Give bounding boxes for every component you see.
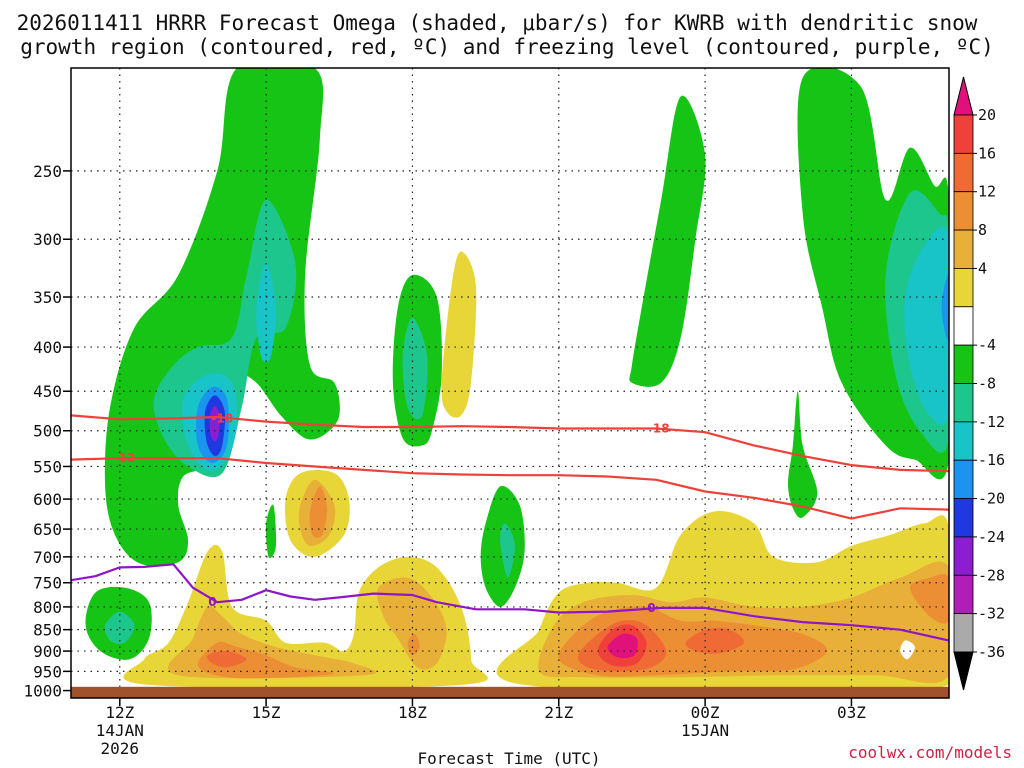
omega-shading — [85, 68, 949, 698]
y-tick-label-950: 950 — [33, 662, 62, 681]
y-tick-label-400: 400 — [33, 338, 62, 357]
colorbar-bin-9 — [953, 421, 974, 461]
chart-title-line-1: 2026011411 HRRR Forecast Omega (shaded, … — [17, 11, 978, 35]
x-tick-label-18: 18Z — [398, 703, 427, 722]
x-axis-label: Forecast Time (UTC) — [417, 749, 600, 768]
contour-line-0 — [71, 414, 949, 473]
omega-region-37 — [910, 574, 949, 624]
colorbar-label-2: 12 — [978, 183, 996, 201]
contour-label-3: 0 — [208, 595, 216, 609]
contour-label-2: -12 — [114, 451, 136, 465]
colorbar-bin-8 — [953, 383, 974, 423]
chart-title-line-2: growth region (contoured, red, ºC) and f… — [20, 35, 994, 59]
y-tick-label-450: 450 — [33, 382, 62, 401]
omega-region-11 — [265, 504, 277, 559]
y-tick-label-250: 250 — [33, 162, 62, 181]
omega-region-36 — [685, 628, 745, 654]
y-tick-label-300: 300 — [33, 230, 62, 249]
colorbar-label-1: 16 — [978, 144, 996, 162]
y-tick-label-600: 600 — [33, 490, 62, 509]
x-tick-date-24: 15JAN — [681, 721, 729, 740]
plot-area: -18 18 -12 0 0 — [71, 68, 949, 698]
y-tick-label-850: 850 — [33, 621, 62, 640]
x-tick-label-24: 00Z — [691, 703, 720, 722]
contour-label-1: 18 — [653, 421, 670, 435]
colorbar-label-4: 4 — [978, 259, 987, 277]
colorbar-label-9: -20 — [978, 490, 1005, 508]
contour-label-0: -18 — [211, 412, 233, 426]
colorbar-bin-4 — [953, 229, 974, 269]
contour-labels: -18 18 -12 0 0 — [114, 412, 670, 615]
colorbar-bin-10 — [953, 459, 974, 499]
contour-line-2 — [71, 563, 949, 642]
x-tick-label-15: 15Z — [252, 703, 281, 722]
colorbar-label-3: 8 — [978, 221, 987, 239]
y-tick-label-800: 800 — [33, 598, 62, 617]
contour-label-4: 0 — [647, 601, 655, 615]
x-tick-date-12: 14JAN — [96, 721, 144, 740]
colorbar-label-7: -12 — [978, 413, 1005, 431]
omega-region-0 — [104, 68, 340, 566]
colorbar: 20 16 12 8 4 -4 -8 -12 -16 -20 -24 -28 -32 -36 — [953, 76, 1005, 691]
x-tick-label-27: 03Z — [837, 703, 866, 722]
colorbar-label-10: -24 — [978, 528, 1005, 546]
omega-region-13 — [500, 523, 515, 578]
y-tick-label-550: 550 — [33, 457, 62, 476]
omega-region-38 — [900, 640, 915, 660]
colorbar-bin-12 — [953, 536, 974, 576]
y-tick-label-1000: 1000 — [23, 682, 62, 701]
terrain-surface — [71, 686, 949, 698]
x-tick-label-21: 21Z — [544, 703, 573, 722]
omega-region-6 — [209, 405, 220, 442]
omega-region-23 — [206, 650, 247, 668]
colorbar-bin-1 — [953, 114, 974, 154]
omega-region-8 — [402, 317, 428, 420]
colorbar-label-11: -28 — [978, 566, 1005, 584]
source-credit: coolwx.com/models — [848, 743, 1012, 762]
contour-lines — [71, 414, 949, 642]
plot-frame — [70, 67, 950, 699]
colorbar-bin-2 — [953, 152, 974, 193]
y-tick-label-650: 650 — [33, 520, 62, 539]
colorbar-bin-15 — [953, 651, 974, 691]
colorbar-label-6: -8 — [978, 375, 996, 393]
colorbar-label-5: -4 — [978, 336, 996, 354]
colorbar-label-8: -16 — [978, 451, 1005, 469]
y-tick-label-700: 700 — [33, 548, 62, 567]
contour-line-1 — [71, 457, 949, 520]
colorbar-bin-3 — [953, 191, 974, 231]
omega-region-28 — [309, 486, 328, 538]
colorbar-label-13: -36 — [978, 643, 1005, 661]
colorbar-bin-14 — [953, 613, 974, 653]
colorbar-bin-5 — [953, 268, 974, 308]
omega-region-25 — [407, 633, 420, 656]
colorbar-bin-11 — [953, 498, 974, 538]
omega-region-35 — [607, 633, 638, 659]
y-tick-label-350: 350 — [33, 288, 62, 307]
colorbar-bin-13 — [953, 574, 974, 615]
omega-region-29 — [441, 251, 477, 418]
colorbar-bin-7 — [953, 344, 974, 384]
omega-region-15 — [788, 391, 818, 519]
y-axis-pressure: 250 300 350 400 450 500 550 600 650 700 750 800 850 9… — [23, 162, 71, 701]
colorbar-label-0: 20 — [978, 106, 996, 124]
colorbar-bin-6 — [953, 306, 974, 346]
colorbar-bin-0 — [953, 76, 974, 116]
omega-region-18 — [904, 226, 949, 426]
x-tick-label-12: 12Z — [105, 703, 134, 722]
omega-region-3 — [256, 263, 277, 363]
y-tick-label-900: 900 — [33, 642, 62, 661]
x-tick-year-12: 2026 — [101, 739, 140, 758]
y-tick-label-500: 500 — [33, 422, 62, 441]
omega-region-19 — [941, 274, 949, 341]
omega-region-14 — [629, 95, 706, 387]
y-tick-label-750: 750 — [33, 574, 62, 593]
colorbar-label-12: -32 — [978, 605, 1005, 623]
